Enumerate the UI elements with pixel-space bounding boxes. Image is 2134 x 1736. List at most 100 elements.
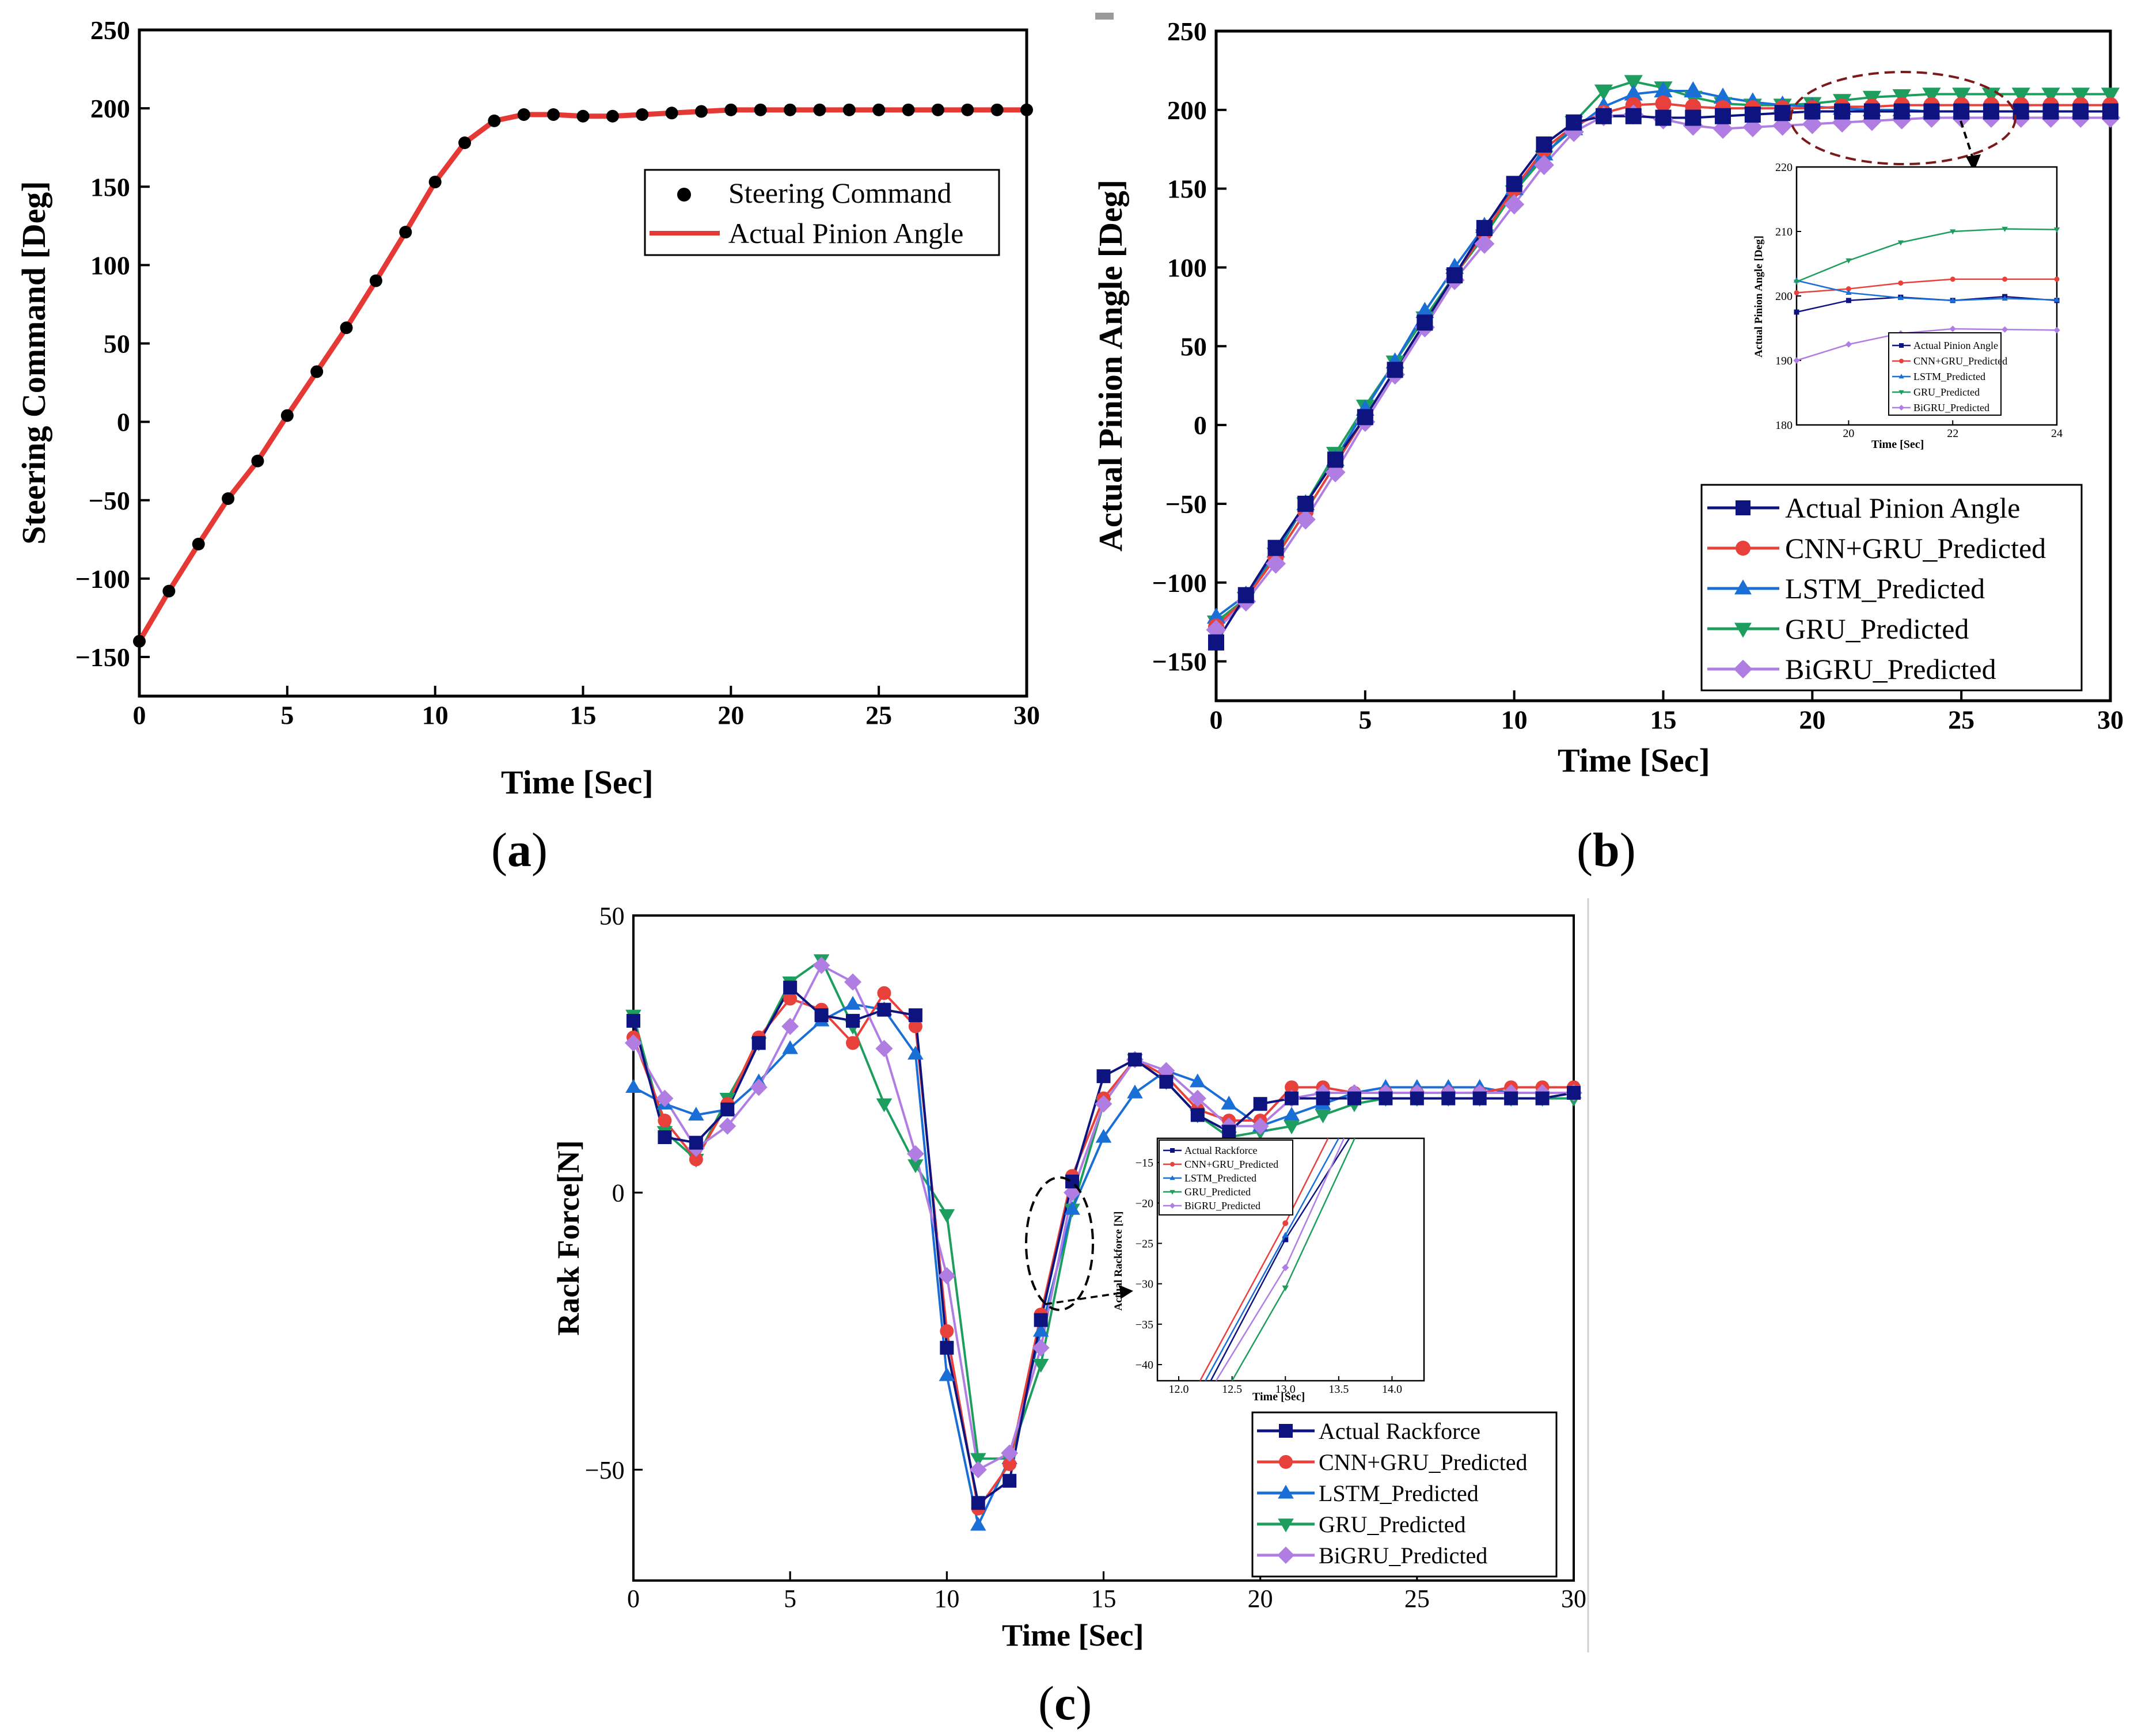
inset-data-point: [1793, 357, 1800, 364]
inset-legend-label: CNN+GRU_Predicted: [1184, 1158, 1278, 1170]
data-point: [1357, 409, 1373, 426]
y-tick-label: −35: [1136, 1319, 1153, 1331]
data-point: [626, 1013, 640, 1028]
data-point: [719, 1117, 736, 1135]
data-point: [1536, 136, 1552, 153]
data-point: [940, 1340, 954, 1355]
x-tick-label: 0: [627, 1585, 640, 1613]
y-tick-label: 0: [117, 408, 130, 437]
inset-data-point: [2002, 295, 2008, 301]
x-tick-label: 30: [1561, 1585, 1586, 1613]
legend-marker-steering-command: [677, 188, 691, 202]
data-point: [1127, 1084, 1143, 1099]
y-tick-label: 100: [1167, 253, 1207, 283]
zoom-callout-arrowhead: [1966, 154, 1981, 172]
inset-series-line: [1796, 328, 2057, 362]
x-tick-label: 5: [784, 1585, 796, 1613]
data-point: [1476, 220, 1493, 237]
data-point: [1284, 1107, 1300, 1121]
data-point: [720, 1102, 735, 1116]
data-point: [908, 1008, 922, 1023]
data-point-steering-command: [694, 105, 708, 118]
data-point: [939, 1209, 955, 1224]
y-tick-label: 250: [1167, 17, 1207, 46]
inset-legend-marker: [1899, 343, 1904, 348]
inset-b: 20 22 24 180 190 200 210 220 Time [Sec] Actual Pi…: [1753, 161, 2063, 451]
data-point: [1624, 75, 1643, 92]
data-point-steering-command: [192, 537, 205, 550]
x-tick-label: 0: [1210, 705, 1223, 734]
data-point-steering-command: [961, 103, 974, 116]
y-tick-label: −100: [75, 564, 130, 594]
inset-data-point: [1846, 298, 1851, 303]
data-point: [1504, 194, 1525, 215]
inset-series-line: [1796, 279, 2057, 302]
data-point: [1034, 1313, 1048, 1327]
legend-label: BiGRU_Predicted: [1785, 653, 1996, 685]
y-tick-label: −50: [1165, 489, 1207, 519]
data-point: [877, 1002, 891, 1017]
data-point: [658, 1114, 672, 1128]
plot-frame: [1156, 1137, 1425, 1382]
data-point: [688, 1107, 704, 1121]
y-tick-label: 200: [1775, 290, 1793, 303]
data-point: [1535, 1091, 1550, 1106]
x-tick-label: 12.0: [1169, 1383, 1189, 1396]
legend-marker: [1277, 1547, 1294, 1564]
data-point: [750, 1078, 768, 1096]
x-tick-label: 10: [422, 700, 449, 730]
data-point: [1506, 176, 1522, 192]
y-tick-label: −20: [1136, 1197, 1153, 1210]
data-point: [1713, 88, 1733, 104]
data-point: [1441, 1091, 1456, 1106]
x-tick-label: 13.0: [1275, 1383, 1296, 1396]
inset-legend-marker: [1170, 1148, 1175, 1153]
y-tick-label: 190: [1775, 355, 1793, 367]
inset-data-point: [1793, 279, 1800, 285]
legend-label: GRU_Predicted: [1319, 1511, 1466, 1537]
data-point: [1504, 1091, 1518, 1106]
data-point: [1655, 109, 1672, 126]
panel-label-a: (a): [491, 823, 548, 877]
data-point-steering-command: [902, 103, 915, 116]
data-point: [783, 981, 798, 995]
y-tick-label: 150: [90, 172, 130, 202]
series-line: [632, 964, 1574, 1471]
inset-data-point: [1898, 280, 1904, 286]
inset-legend-b: Actual Pinion Angle CNN+GRU_Predicted LSTM…: [1888, 332, 2007, 416]
data-point: [1327, 451, 1344, 468]
data-point: [625, 1034, 642, 1052]
x-tick-label: 24: [2051, 427, 2063, 440]
data-point-steering-command: [665, 107, 678, 120]
chart-b: 0 5 10 15 20 25 30 −150 −100 −50 0 50 100 150 200 250 Ti…: [1092, 13, 2124, 779]
data-point-steering-command: [606, 109, 619, 123]
y-tick-label: 50: [599, 902, 625, 930]
data-point: [781, 1017, 799, 1035]
x-tick-label: 14.0: [1382, 1383, 1402, 1396]
x-tick-label: 30: [1013, 700, 1040, 730]
inset-legend-marker: [1169, 1203, 1175, 1209]
data-point: [814, 1008, 829, 1023]
y-tick-label: 50: [1180, 332, 1207, 361]
data-point: [1834, 103, 1851, 120]
x-tick-label: 25: [865, 700, 892, 730]
panel-label-b: (b): [1577, 823, 1636, 877]
data-point: [1347, 1091, 1361, 1106]
data-point-steering-command: [547, 108, 560, 121]
data-point: [1655, 95, 1672, 112]
inset-legend-label: GRU_Predicted: [1913, 386, 1980, 398]
x-tick-label: 15: [1091, 1585, 1117, 1613]
data-point: [1983, 103, 1999, 120]
legend-marker: [1279, 1424, 1293, 1438]
zoom-callout-ellipse: [1025, 1176, 1094, 1311]
data-point-steering-command: [724, 103, 738, 116]
inset-legend-label: CNN+GRU_Predicted: [1913, 355, 2007, 367]
y-tick-label: −15: [1136, 1157, 1153, 1169]
inset-data-point: [2001, 326, 2008, 333]
x-tick-label: 22: [1947, 427, 1958, 440]
data-point: [1923, 103, 1940, 120]
x-tick-label: 13.5: [1328, 1383, 1349, 1396]
x-tick-label: 10: [934, 1585, 959, 1613]
data-point: [2072, 103, 2089, 120]
data-point: [1774, 105, 1791, 121]
